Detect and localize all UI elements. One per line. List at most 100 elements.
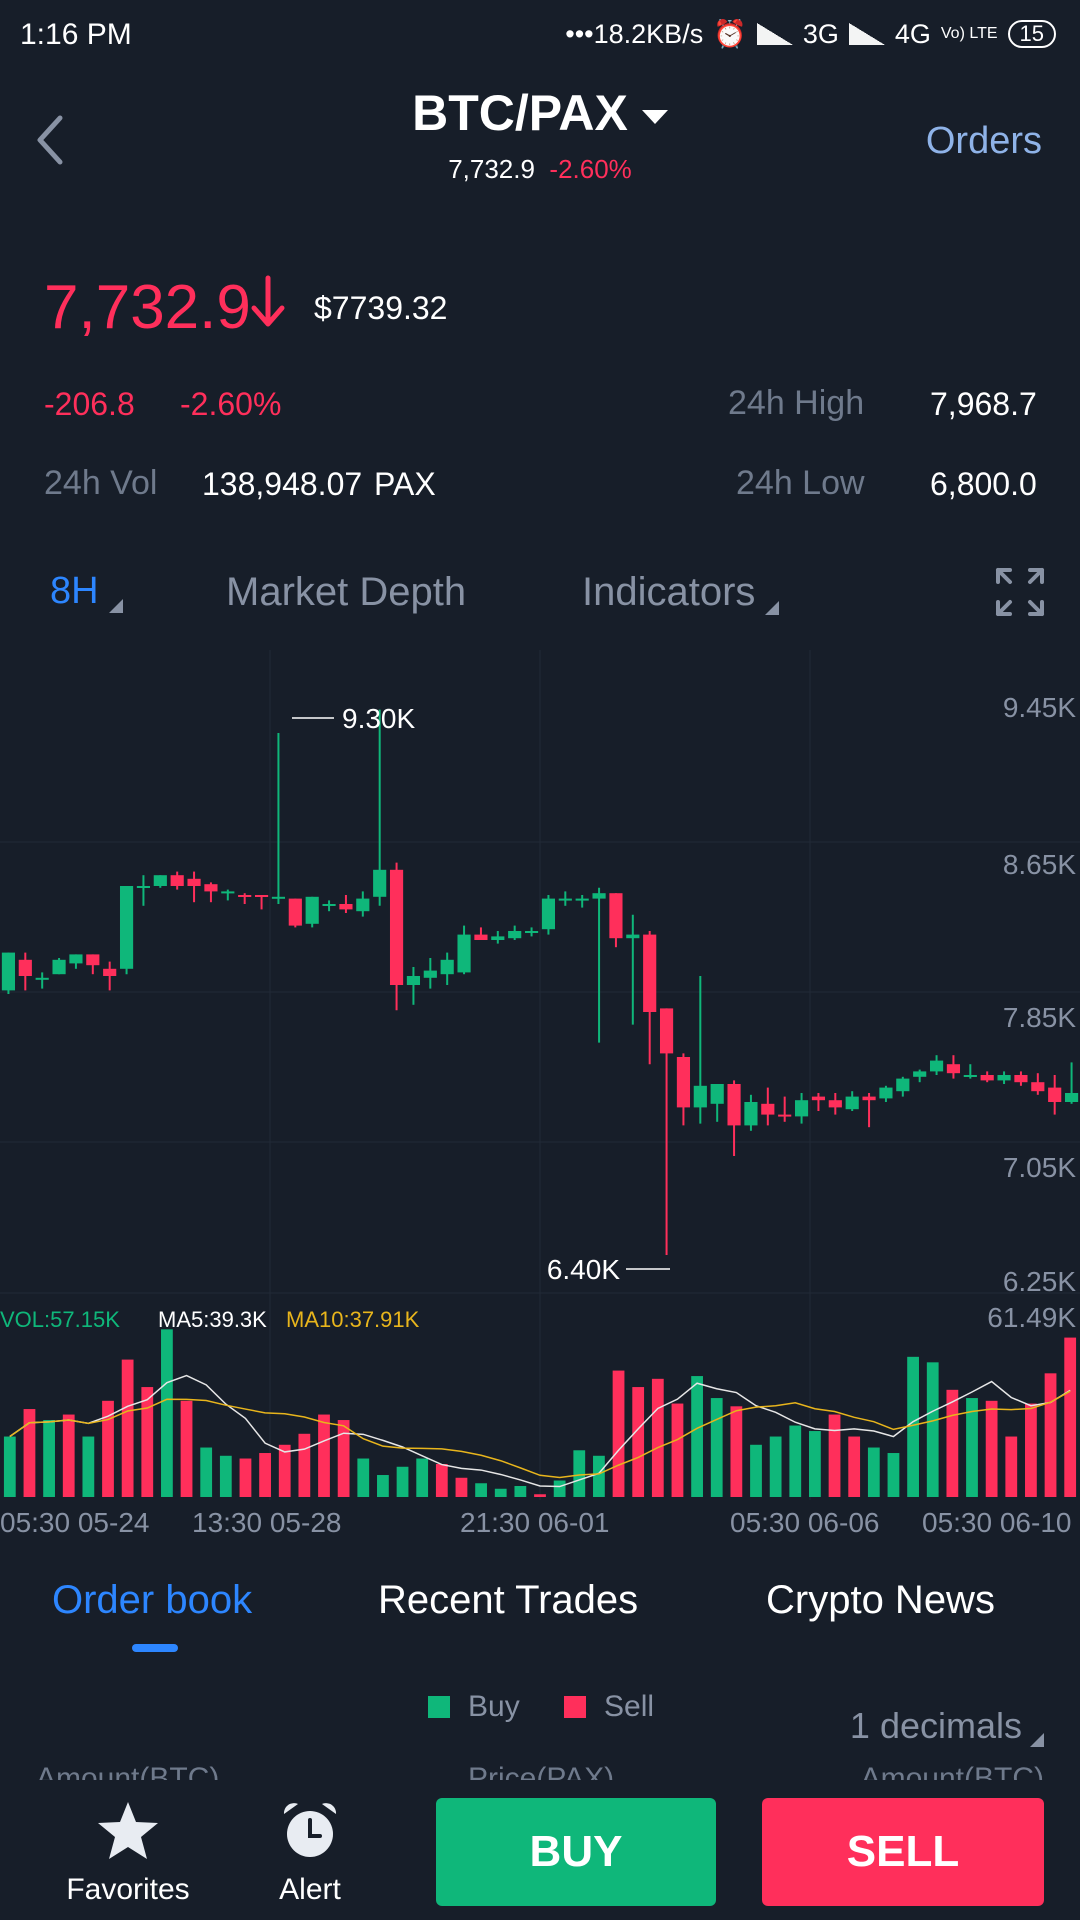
signal-icon: [756, 23, 793, 45]
alarm-clock-icon: [283, 1803, 337, 1857]
indicators-selector[interactable]: Indicators: [582, 570, 780, 615]
low-label: 24h Low: [736, 464, 865, 502]
favorites-label: Favorites: [66, 1873, 190, 1906]
volume-bar: [102, 1400, 114, 1497]
volume-bar: [966, 1398, 978, 1497]
down-arrow-icon: [251, 275, 285, 327]
candle-body: [811, 1096, 826, 1101]
alert-button[interactable]: Alert: [250, 1800, 370, 1907]
volume-bar: [121, 1359, 134, 1497]
volume-bar: [750, 1444, 762, 1497]
candle-body: [254, 895, 269, 897]
candle-body: [238, 895, 252, 897]
volume-bar: [867, 1447, 880, 1497]
favorites-button[interactable]: Favorites: [58, 1800, 198, 1907]
candle-body: [1048, 1087, 1062, 1102]
battery-icon: 15: [1007, 20, 1056, 48]
volte-icon: Vo) LTE: [940, 25, 998, 42]
candle-body: [575, 898, 589, 901]
timeframe-selector[interactable]: 8H: [50, 570, 123, 613]
volume-bar: [180, 1400, 193, 1497]
buy-legend-label: Buy: [468, 1690, 520, 1723]
high-marker-label: 9.30K: [342, 703, 415, 734]
price-tick: 7.85K: [1003, 1002, 1076, 1033]
dropdown-triangle-icon: [765, 601, 780, 615]
ma10-indicator: MA10:37.91K: [286, 1307, 420, 1332]
time-tick: 21:30 06-01: [460, 1507, 609, 1538]
volume-bar: [337, 1420, 350, 1497]
candle-body: [693, 1085, 707, 1108]
volume-bar: [298, 1433, 311, 1497]
candle-body: [1064, 1093, 1079, 1102]
tab-market-depth[interactable]: Market Depth: [226, 570, 467, 614]
candle-body: [1014, 1075, 1028, 1083]
candle-body: [474, 934, 488, 940]
dropdown-caret-icon: [641, 109, 668, 124]
network-3g: 3G: [802, 18, 839, 49]
chart-grid: [0, 650, 1080, 1500]
status-bar: 1:16 PM •••18.2KB/s ⏰ 3G 4G Vo) LTE 15: [0, 0, 1080, 72]
active-tab-indicator: [132, 1644, 178, 1652]
candle-body: [794, 1100, 809, 1117]
candle-body: [980, 1075, 994, 1081]
candle-body: [491, 936, 505, 940]
decimals-label: 1 decimals: [849, 1705, 1022, 1746]
volume-bar: [1064, 1337, 1077, 1497]
buy-button[interactable]: BUY: [436, 1798, 716, 1906]
high-label: 24h High: [728, 384, 865, 422]
candle-body: [761, 1103, 775, 1115]
volume-bar: [43, 1420, 55, 1497]
price-axis: 9.45K 8.65K 7.85K 7.05K 6.25K: [1003, 692, 1076, 1297]
volume-bar: [926, 1362, 939, 1497]
orders-link[interactable]: Orders: [925, 120, 1042, 162]
high-value: 7,968.7: [930, 386, 1037, 422]
network-4g: 4G: [894, 18, 931, 49]
fullscreen-icon[interactable]: [994, 566, 1046, 618]
candle-body: [204, 884, 218, 892]
candle-body: [457, 934, 471, 973]
pair-title: BTC/PAX: [412, 85, 628, 141]
low-marker: 6.40K: [547, 1254, 670, 1285]
tab-crypto-news[interactable]: Crypto News: [766, 1578, 995, 1622]
sell-button[interactable]: SELL: [762, 1798, 1044, 1906]
candle-body: [913, 1071, 927, 1077]
volume-bar: [671, 1403, 684, 1497]
volume-bar: [887, 1453, 900, 1497]
sell-swatch: [564, 1696, 586, 1718]
usd-price: $7739.32: [314, 290, 448, 326]
candle-body: [187, 878, 201, 886]
back-arrow-icon[interactable]: [30, 112, 70, 168]
volume-bar: [632, 1387, 645, 1497]
vol-unit: PAX: [374, 466, 436, 502]
price-chart[interactable]: 9.45K 8.65K 7.85K 7.05K 6.25K 9.30K 6.40…: [0, 640, 1080, 1540]
volume-bar: [1025, 1403, 1037, 1497]
network-speed: •••18.2KB/s: [565, 18, 704, 49]
candle-body: [1, 952, 16, 991]
vol-value: 138,948.07: [202, 466, 363, 502]
candle-body: [423, 970, 437, 978]
volume-legend: VOL:57.15K MA5:39.3K MA10:37.91K 61.49K: [0, 1302, 1076, 1333]
price-tick: 7.05K: [1003, 1152, 1076, 1183]
volume-bar: [534, 1494, 546, 1497]
signal-icon: [848, 23, 885, 45]
dropdown-triangle-icon: [108, 599, 123, 613]
volume-bar: [318, 1414, 330, 1497]
candle-body: [558, 898, 572, 901]
candle-body: [845, 1096, 859, 1110]
low-value: 6,800.0: [930, 466, 1037, 502]
volume-bar: [612, 1370, 625, 1497]
pair-selector[interactable]: BTC/PAX: [0, 84, 1080, 142]
last-price: 7,732.9: [44, 273, 251, 342]
candle-body: [170, 875, 184, 886]
decimals-selector[interactable]: 1 decimals: [850, 1705, 1044, 1747]
change-abs: -206.8: [44, 386, 135, 422]
volume-bar: [219, 1455, 232, 1497]
pair-subtitle: 7,732.9 -2.60%: [0, 154, 1080, 185]
candle-body: [373, 869, 387, 897]
candle-body: [271, 896, 286, 899]
dropdown-triangle-icon: [1030, 1733, 1044, 1747]
volume-bar: [455, 1477, 468, 1497]
volume-bar: [730, 1406, 743, 1497]
tab-order-book[interactable]: Order book: [52, 1578, 253, 1622]
tab-recent-trades[interactable]: Recent Trades: [378, 1578, 639, 1622]
